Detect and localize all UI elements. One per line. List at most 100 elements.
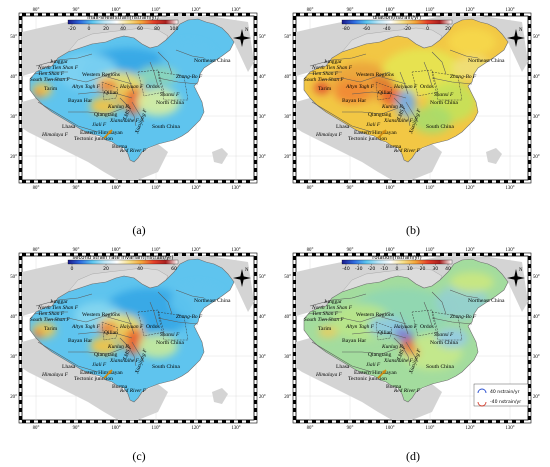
lon-tick-label: 100° <box>111 186 120 191</box>
frame-tick <box>94 420 98 423</box>
frame-tick <box>230 420 234 423</box>
region-label-haiyuan: Haiyuan F <box>393 84 418 90</box>
frame-tick <box>352 253 356 256</box>
lon-tick-label: 100° <box>385 248 394 253</box>
region-label-zhangbo: Zhang-Bo F <box>176 74 203 80</box>
lon-tick-label: 120° <box>191 248 200 253</box>
fault-line <box>431 291 447 315</box>
block-boundary <box>411 69 439 97</box>
frame-tick <box>198 420 202 423</box>
junction-arrowhead <box>108 370 112 374</box>
frame-tick <box>472 180 476 183</box>
region-label-tien-shan: Tien Shan F <box>312 311 339 317</box>
frame-tick <box>254 40 257 44</box>
lat-tick-label: 20° <box>259 155 266 160</box>
frame-tick <box>384 180 388 183</box>
frame-tick <box>432 13 436 16</box>
lon-tick-label: 110° <box>152 186 161 191</box>
frame-tick <box>293 72 296 76</box>
frame-tick <box>408 420 412 423</box>
frame-tick <box>293 368 296 372</box>
frame-tick <box>456 253 460 256</box>
lon-tick-label: 90° <box>347 426 354 431</box>
frame-tick <box>78 180 82 183</box>
frame-checker <box>19 253 257 423</box>
frame-tick <box>344 420 348 423</box>
fault-line <box>311 341 373 373</box>
region-label-xianshuihe: Xianshuihe F <box>109 118 140 124</box>
frame-tick <box>293 112 296 116</box>
frame-tick <box>19 64 22 68</box>
frame-tick <box>254 344 257 348</box>
frame-tick <box>254 408 257 412</box>
frame-tick <box>528 368 531 372</box>
frame-tick <box>293 376 296 380</box>
fault-line <box>321 71 391 83</box>
frame-tick <box>528 16 531 20</box>
region-label-xianshuihe: Xianshuihe F <box>109 358 140 364</box>
lon-tick-label: 80° <box>33 8 40 13</box>
frame-tick <box>110 13 114 16</box>
lon-tick-label: 90° <box>73 426 80 431</box>
frame-tick <box>368 13 372 16</box>
region-label-ordos: Ordos <box>420 324 434 330</box>
frame-tick <box>19 304 22 308</box>
frame-tick <box>166 420 170 423</box>
frame-tick <box>70 13 74 16</box>
lon-tick-label: 100° <box>385 186 394 191</box>
frame-tick <box>19 416 22 420</box>
region-label-kunlun: Kunlun F <box>381 104 403 110</box>
legend-cw-icon <box>477 401 487 407</box>
region-label-shanxi: Shanxi F <box>160 332 180 338</box>
frame-tick <box>142 253 146 256</box>
frame-tick <box>456 420 460 423</box>
frame-tick <box>528 32 531 36</box>
frame-tick <box>472 253 476 256</box>
colorbar-tick-label: 30 <box>432 266 438 272</box>
frame-tick <box>304 420 308 423</box>
frame-tick <box>19 272 22 276</box>
frame-tick <box>230 253 234 256</box>
region-label-western-regions: Western Regions <box>356 312 394 318</box>
field-blob <box>90 97 118 115</box>
block-boundary <box>375 321 393 341</box>
region-label-altyn-tagh: Altyn Tagh F <box>345 84 375 90</box>
lat-tick-label: 30° <box>284 115 291 120</box>
frame-tick <box>254 416 257 420</box>
frame-tick <box>528 24 531 28</box>
frame-tick <box>384 253 388 256</box>
region-label-north-china: North China <box>430 100 458 106</box>
region-label-himalaya: Himalaya F <box>315 132 343 138</box>
map-panel-c: Junggar North Tien Shan F Tien Shan F South… <box>8 242 270 434</box>
colorbar-tick-label: -20 <box>68 26 76 32</box>
region-label-eastern-himalayan: Eastern Himalayan <box>354 370 397 376</box>
lon-tick-label: 100° <box>111 426 120 431</box>
fault-line <box>125 71 135 95</box>
frame-tick <box>528 304 531 308</box>
frame-tick <box>528 72 531 76</box>
frame-tick <box>19 264 22 268</box>
frame-tick <box>528 144 531 148</box>
fault-line <box>149 61 159 87</box>
lat-tick-label: 20° <box>259 395 266 400</box>
frame-tick <box>352 420 356 423</box>
frame-tick <box>198 13 202 16</box>
lon-tick-label: 110° <box>426 248 435 253</box>
compass-icon <box>507 36 525 40</box>
frame-tick <box>222 180 226 183</box>
field-blob <box>136 88 180 116</box>
region-label-north-china: North China <box>156 340 184 346</box>
lat-tick-label: 30° <box>10 115 17 120</box>
region-label-burma: Burma <box>112 144 128 150</box>
frame-tick <box>512 13 516 16</box>
lon-tick-label: 110° <box>426 186 435 191</box>
fault-line <box>405 101 419 123</box>
frame-tick <box>504 13 508 16</box>
fault-line <box>393 97 411 127</box>
frame-tick <box>293 280 296 284</box>
frame-tick <box>496 420 500 423</box>
region-label-eastern-himalayan: Eastern Himalayan <box>80 370 123 376</box>
frame-tick <box>496 13 500 16</box>
